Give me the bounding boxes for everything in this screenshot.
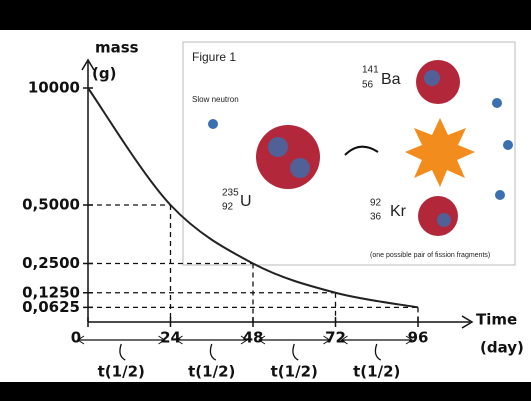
y-tick-label: 0,5000 — [22, 196, 80, 214]
pointer — [120, 344, 125, 360]
half-life-label: t(1/2) — [271, 363, 318, 381]
uranium-nucleus — [256, 125, 320, 189]
x-tick-label: 48 — [243, 329, 264, 347]
half-life-label: t(1/2) — [353, 363, 400, 381]
pointer — [293, 344, 298, 360]
kr-symbol: Kr — [390, 203, 407, 220]
half-life-label: t(1/2) — [98, 363, 145, 381]
neutron-label: Slow neutron — [192, 95, 239, 104]
nucleus-detail — [268, 137, 288, 157]
neutron — [503, 140, 513, 150]
ba-mass: 141 — [362, 65, 379, 76]
nucleus-detail — [424, 70, 440, 86]
caption: (one possible pair of fission fragments) — [370, 252, 490, 259]
x-tick-label: 24 — [160, 329, 181, 347]
y-tick-label: 0,2500 — [22, 254, 80, 272]
u-number: 92 — [222, 202, 234, 213]
krypton-nucleus — [418, 196, 458, 236]
u-symbol: U — [240, 193, 252, 210]
kr-mass: 92 — [370, 198, 382, 209]
u-mass: 235 — [222, 188, 239, 199]
nucleus-detail — [290, 158, 310, 178]
inset-title: Figure 1 — [192, 50, 236, 64]
neutron — [492, 98, 502, 108]
x-label: Time — [476, 311, 517, 329]
neutron — [495, 190, 505, 200]
ba-symbol: Ba — [381, 71, 401, 88]
ba-number: 56 — [362, 80, 374, 91]
neutron — [208, 119, 218, 129]
kr-number: 36 — [370, 212, 382, 223]
x-tick-label: 72 — [325, 329, 346, 347]
pointer — [210, 344, 215, 360]
nucleus-detail — [437, 213, 451, 227]
y-tick-label: 0,0625 — [22, 298, 80, 316]
y-label: mass — [95, 39, 139, 57]
top-bar — [0, 0, 531, 30]
bottom-bar — [0, 382, 531, 401]
half-life-label: t(1/2) — [188, 363, 235, 381]
y-tick-label: 10000 — [28, 79, 80, 97]
y-unit: (g) — [92, 65, 116, 83]
pointer — [375, 344, 380, 360]
x-unit: (day) — [480, 339, 524, 357]
x-tick-label: 96 — [408, 329, 429, 347]
x-tick-label: 0 — [71, 329, 81, 347]
screenshot: Figure 1 Slow neutron 235 92 U 141 56 Ba… — [0, 0, 531, 401]
inset-figure: Figure 1 Slow neutron 235 92 U 141 56 Ba… — [183, 42, 515, 265]
